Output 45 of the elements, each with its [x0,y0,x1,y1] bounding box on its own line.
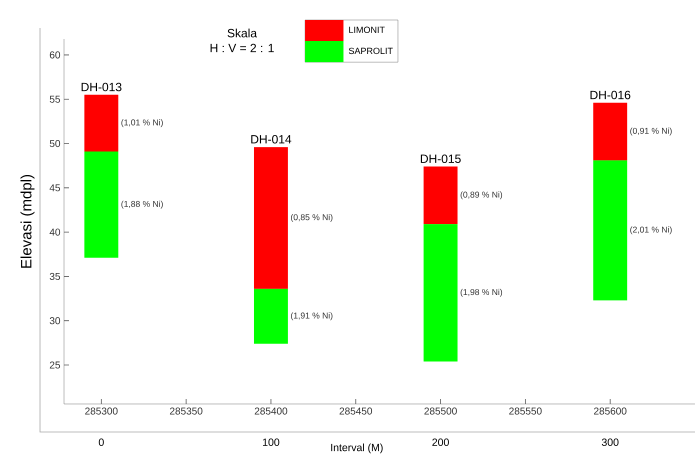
x2-tick-label: 300 [602,438,619,446]
y-tick-label: 50 [50,140,60,148]
annotation: DH-016 [590,90,630,100]
y-tick-label: 45 [50,184,60,192]
legend-label: SAPROLIT [348,48,393,54]
annotation: (2,01 % Ni) [630,226,672,234]
legend-label: LIMONIT [349,26,385,34]
y-tick-label: 60 [50,51,60,58]
x-tick-label: 285450 [340,408,372,415]
x2-axis-title: Interval (M) [331,444,383,454]
bar [84,94,118,152]
annotation: DH-014 [251,135,292,144]
annotation: (0,91 % Ni) [630,128,672,136]
x-tick-label: 285600 [594,408,626,415]
annotation: (0,89 % Ni) [460,191,502,200]
bar [84,152,118,258]
y-axis-title: Elevasi (mdpl) [20,174,34,268]
bar [254,147,288,289]
annotation: DH-013 [82,82,122,92]
y-tick-label: 25 [50,361,60,369]
x-tick-label: 285550 [509,408,542,415]
y-tick-label: 55 [50,96,60,103]
x-tick-label: 285350 [170,408,202,415]
chart-title: Skala [228,28,258,38]
annotation: (1,01 % Ni) [121,119,163,128]
chart-subtitle: H : V = 2 : 1 [210,44,274,52]
annotation: DH-015 [420,154,461,164]
y-tick-label: 30 [50,317,60,324]
x2-tick-label: 0 [98,438,104,446]
y-tick-label: 40 [50,228,60,236]
x-tick-label: 285400 [254,408,288,415]
bar [424,224,458,362]
annotation: (0,85 % Ni) [291,214,332,222]
x2-tick-label: 100 [262,438,280,446]
x2-tick-label: 200 [432,438,449,446]
x-tick-label: 285300 [85,408,118,415]
y-tick-label: 35 [50,272,60,280]
x-tick-label: 285500 [424,408,457,415]
bar [593,102,628,160]
annotation: (1,88 % Ni) [121,200,163,209]
annotation: (1,98 % Ni) [460,288,502,297]
bar [254,288,288,344]
bar [593,160,628,300]
annotation: (1,91 % Ni) [291,312,332,320]
bar [424,166,458,224]
